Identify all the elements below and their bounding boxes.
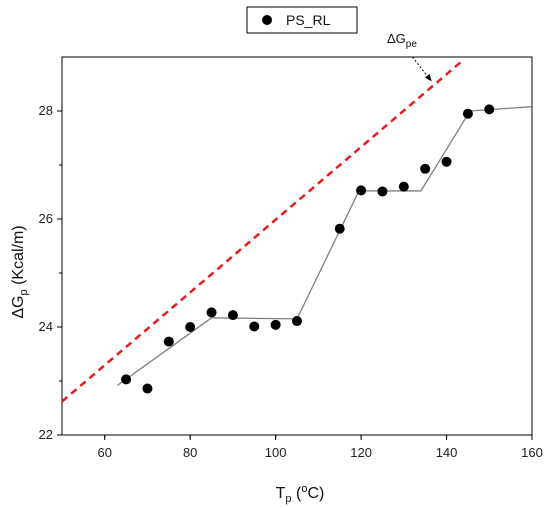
legend-box bbox=[246, 6, 358, 34]
data-point bbox=[334, 223, 345, 234]
data-point bbox=[227, 310, 238, 321]
annotation-main: ΔG bbox=[387, 31, 406, 46]
y-tick-label: 28 bbox=[39, 103, 53, 118]
data-point bbox=[270, 319, 281, 330]
x-axis-title: Tp (oC) bbox=[276, 483, 325, 505]
data-point bbox=[249, 321, 260, 332]
clipped-marks bbox=[62, 58, 532, 403]
data-point bbox=[163, 336, 174, 347]
y-axis-title-sub: p bbox=[18, 289, 30, 295]
x-axis-title-post: C) bbox=[307, 485, 324, 502]
annotation-label: ΔGpe bbox=[387, 31, 417, 50]
annotation-sub: pe bbox=[406, 39, 418, 50]
data-point bbox=[185, 322, 196, 332]
annotation-arrow-head bbox=[424, 73, 432, 82]
data-point bbox=[484, 104, 495, 115]
legend: PS_RL bbox=[246, 6, 358, 34]
data-point bbox=[206, 307, 217, 318]
x-axis-title-sup: o bbox=[301, 483, 307, 495]
y-tick-label: 26 bbox=[39, 211, 53, 226]
x-axis-title-main: T bbox=[276, 485, 286, 502]
data-point bbox=[441, 156, 452, 167]
legend-marker bbox=[262, 15, 272, 25]
data-marks bbox=[62, 56, 532, 403]
x-tick-label: 160 bbox=[521, 445, 543, 460]
legend-label: PS_RL bbox=[286, 12, 331, 28]
axes: 60 80 100 120 140 160 22 24 26 28 bbox=[39, 103, 543, 460]
plot-area bbox=[61, 56, 533, 436]
y-axis-title-main: ΔG bbox=[10, 295, 27, 318]
data-point bbox=[142, 383, 153, 394]
x-tick-label: 140 bbox=[436, 445, 458, 460]
y-tick-label: 24 bbox=[39, 319, 53, 334]
x-tick-label: 80 bbox=[183, 445, 197, 460]
data-point bbox=[420, 163, 431, 174]
fit-line bbox=[117, 106, 532, 386]
y-tick-label: 22 bbox=[39, 427, 53, 442]
x-axis-title-pre: ( bbox=[292, 485, 302, 502]
y-axis-title-post: (Kcal/m) bbox=[10, 225, 27, 289]
x-tick-label: 120 bbox=[350, 445, 372, 460]
data-point bbox=[121, 374, 132, 385]
data-point bbox=[356, 185, 367, 196]
data-point bbox=[398, 181, 409, 192]
data-point bbox=[292, 316, 302, 327]
plot-frame bbox=[61, 56, 533, 436]
data-point bbox=[377, 186, 388, 197]
dashed-line bbox=[62, 58, 465, 403]
x-tick-label: 100 bbox=[265, 445, 287, 460]
x-tick-label: 60 bbox=[97, 445, 111, 460]
y-axis-title: ΔGp (Kcal/m) bbox=[10, 225, 30, 318]
data-point bbox=[462, 108, 473, 119]
x-axis-title-sub: p bbox=[285, 493, 291, 505]
